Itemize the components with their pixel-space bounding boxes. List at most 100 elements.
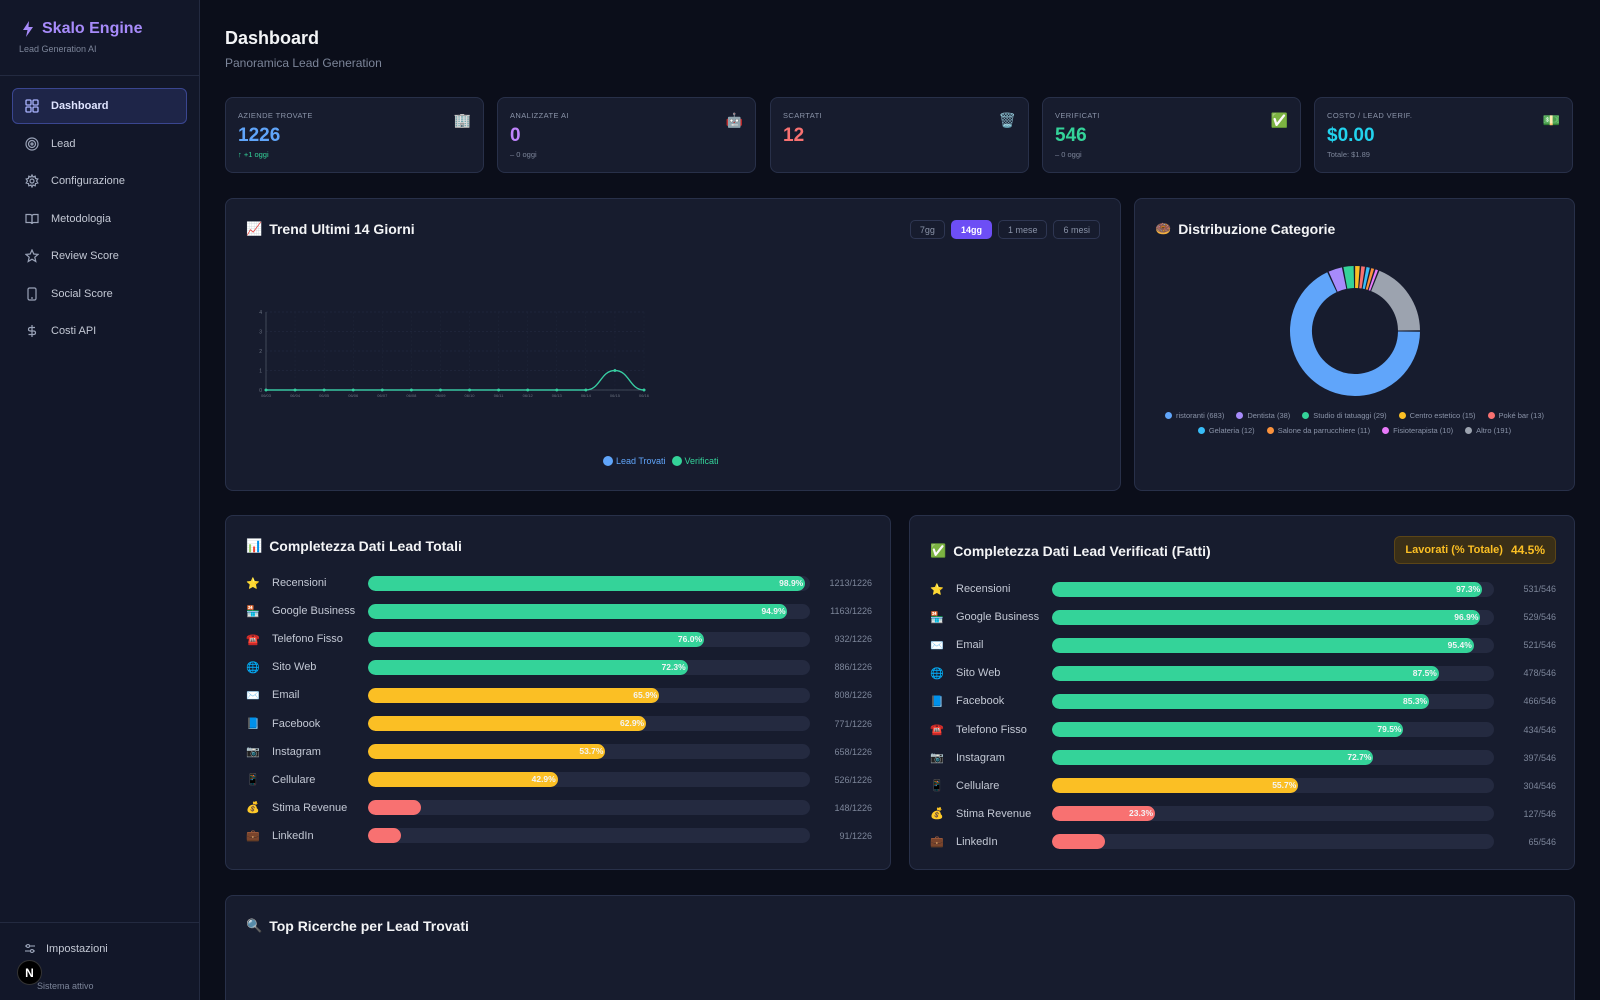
book-icon [25,213,39,224]
legend-item-salone-da-parrucchiere[interactable]: Salone da parrucchiere (11) [1266,426,1370,435]
x-tick-label: 06/08 [406,393,417,398]
progress-percent: 23.3% [1128,808,1154,819]
donut-slice-salone-da-parrucchiere[interactable] [1365,268,1375,290]
settings-link[interactable]: Impostazioni [24,943,108,955]
stat-value: 12 [783,125,805,146]
brand: Skalo Engine Lead Generation AI [0,0,199,76]
legend-label: Lead Trovati [616,456,666,466]
donut-slice-studio-di-tatuaggi[interactable] [1343,266,1355,289]
progress-bar: 23.3% [1052,806,1494,822]
progress-percent: 79.5% [1377,724,1402,735]
completeness-row-sito-web: 🌐 Sito Web 87.5% 478/546 [930,659,1556,687]
data-point [264,388,268,392]
legend-item-ristoranti[interactable]: ristoranti (683) [1164,411,1225,420]
completeness-row-email: ✉️ Email 65.9% 808/1226 [246,681,872,709]
next-dev-badge[interactable]: N [17,960,42,985]
stat-delta: ↑ +1 oggi [238,150,269,159]
stat-value: 1226 [238,125,281,146]
progress-bar: 96.9% [1052,609,1494,625]
progress-bar: 87.5% [1052,665,1494,681]
page-subtitle: Panoramica Lead Generation [225,56,382,70]
row-label: Telefono Fisso [272,633,343,646]
range-14gg-button[interactable]: 14gg [950,220,992,239]
progress-bar: 97.3% [1052,581,1494,597]
sidebar-item-configurazione[interactable]: Configurazione [12,163,187,199]
legend-dot [1197,427,1205,434]
row-label: Recensioni [956,583,1011,596]
row-count: 397/546 [1523,752,1556,763]
legend-item-centro-estetico[interactable]: Centro estetico (15) [1398,411,1476,420]
row-label: Cellulare [272,773,316,786]
row-count: 434/546 [1523,724,1556,735]
progress-percent: 62.9% [620,718,645,729]
sidebar-item-costi-api[interactable]: Costi API [12,313,187,349]
completeness-row-instagram: 📷 Instagram 72.7% 397/546 [930,744,1556,772]
donut-slice-gelateria[interactable] [1362,267,1370,290]
row-label: Google Business [956,611,1040,624]
stat-label: Verificati [1055,111,1100,120]
row-count: 526/1226 [834,774,872,785]
data-point [293,388,297,392]
legend-label: Poké bar (13) [1498,411,1544,420]
row-count: 886/1226 [834,662,872,673]
lavorati-label: Lavorati (% Totale) [1405,544,1503,556]
legend-item-poké-bar[interactable]: Poké bar (13) [1487,411,1544,420]
progress-bar: 72.7% [1052,750,1494,766]
legend-dot [1266,427,1274,434]
completeness-verified-rows: ⭐ Recensioni 97.3% 531/546 🏪 Google Business 9… [930,575,1556,856]
progress-percent: 76.0% [677,633,703,644]
stat-delta: – 0 oggi [510,150,537,159]
progress-fill [1052,750,1374,766]
row-count: 531/546 [1523,584,1556,595]
sidebar-item-lead[interactable]: Lead [12,126,187,162]
completeness-row-facebook: 📘 Facebook 85.3% 466/546 [930,687,1556,715]
data-point [322,388,326,392]
series-line-lead-trovati [265,369,645,391]
sidebar-item-review-score[interactable]: Review Score [12,238,187,274]
stat-value: 0 [510,125,521,146]
progress-fill [1052,722,1404,738]
sidebar-item-label: Configurazione [51,175,125,187]
donut-slice-fisioterapista[interactable] [1368,269,1378,291]
row-count: 466/546 [1523,696,1556,707]
x-tick-label: 06/14 [581,393,592,398]
page-title: Dashboard [225,28,320,48]
legend-label: ristoranti (683) [1175,411,1225,420]
row-label: Facebook [956,695,1005,708]
progress-fill [1052,778,1299,794]
progress-fill [1052,637,1474,653]
row-count: 1213/1226 [829,578,872,589]
range-7gg-button[interactable]: 7gg [909,220,945,239]
x-tick-label: 06/07 [377,393,388,398]
sidebar-item-dashboard[interactable]: Dashboard [12,88,187,124]
row-icon: 💼 [930,836,944,849]
legend-lead-trovati[interactable]: Lead Trovati [603,456,666,466]
series-line-verificati [265,369,645,391]
completeness-row-google-business: 🏪 Google Business 94.9% 1163/1226 [246,597,872,625]
y-tick-label: 1 [259,369,262,375]
donut-slice-altro[interactable] [1370,270,1420,332]
legend-item-dentista[interactable]: Dentista (38) [1236,411,1290,420]
sidebar-footer: Impostazioni N Sistema attivo [0,922,199,1000]
bar-chart-icon: 📊 [246,538,263,553]
legend-verificati[interactable]: Verificati [671,456,719,466]
row-label: Email [956,639,984,652]
data-point [468,388,471,392]
data-point [380,388,384,392]
range-6-mesi-button[interactable]: 6 mesi [1053,220,1100,239]
stat-label: Aziende trovate [238,111,313,120]
progress-bar: 62.9% [368,716,810,732]
sidebar-item-social-score[interactable]: Social Score [12,276,187,312]
sidebar-item-metodologia[interactable]: Metodologia [12,201,187,237]
stat-delta: Totale: $1.89 [1327,150,1370,159]
progress-percent: 96.9% [1454,611,1479,622]
legend-item-studio-di-tatuaggi[interactable]: Studio di tatuaggi (29) [1302,411,1387,420]
row-count: 932/1226 [834,634,872,645]
legend-item-gelateria[interactable]: Gelateria (12) [1197,426,1255,435]
donut-slice-dentista[interactable] [1328,267,1347,292]
range-1-mese-button[interactable]: 1 mese [997,220,1048,239]
legend-item-fisioterapista[interactable]: Fisioterapista (10) [1382,426,1453,435]
donut-slice-ristoranti[interactable] [1290,272,1420,396]
progress-percent: 65.9% [633,689,658,700]
legend-item-altro[interactable]: Altro (191) [1465,426,1511,435]
